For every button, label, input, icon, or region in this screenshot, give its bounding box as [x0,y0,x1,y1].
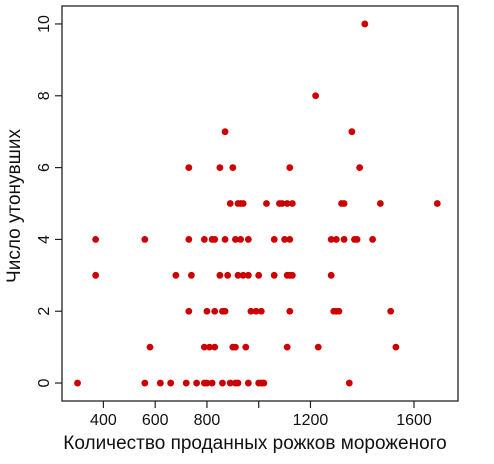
data-points [74,20,441,387]
data-point [283,343,291,351]
data-point [288,200,296,207]
data-point [156,379,164,387]
y-tick-label: 8 [36,91,53,100]
data-point [312,92,320,100]
data-point [237,236,244,243]
data-point [242,343,250,351]
data-point [229,164,237,171]
x-axis: 400 600 800 1200 1600 [90,401,432,429]
data-point [387,307,395,315]
data-point [288,271,296,279]
data-point [200,236,208,243]
data-point [92,236,100,243]
data-point [392,343,400,351]
data-point [224,271,232,279]
data-point [185,236,193,243]
data-point [356,164,364,171]
data-point [270,236,278,243]
x-tick-label: 1200 [293,412,329,429]
data-point [188,271,195,279]
data-point [348,128,356,136]
data-point [340,200,348,207]
data-point [185,307,193,315]
data-point [232,343,239,351]
data-point [216,164,224,171]
data-point [221,307,229,315]
data-point [172,271,180,279]
data-point [203,379,211,387]
data-point [353,236,361,243]
data-point [221,128,229,136]
data-point [208,379,216,387]
data-point [286,236,294,243]
data-point [376,200,384,207]
data-point [283,200,291,207]
y-axis-label: Число утонувших [4,129,25,283]
data-point [74,379,81,387]
data-point [206,343,213,351]
data-point [234,271,242,279]
data-point [257,307,265,315]
data-point [167,379,175,387]
data-point [433,200,441,207]
data-point [247,307,255,315]
data-point [335,307,343,315]
data-point [327,271,335,279]
x-tick-label: 400 [90,412,117,429]
data-point [286,164,294,171]
data-point [219,379,226,387]
y-tick-label: 4 [36,235,53,244]
data-point [185,164,193,171]
data-point [200,343,208,351]
x-tick-label: 600 [142,412,169,429]
plot-frame [61,5,459,402]
data-point [244,379,252,387]
data-point [252,307,260,315]
x-tick-label: 800 [194,412,221,429]
data-point [141,379,149,387]
data-point [211,343,219,351]
data-point [260,379,268,387]
data-point [270,271,278,279]
data-point [141,236,149,243]
y-tick-label: 10 [36,15,53,33]
data-point [221,236,229,243]
data-point [332,236,340,243]
data-point [255,271,263,279]
data-point [232,236,239,243]
data-point [244,236,252,243]
data-point [193,379,200,387]
x-tick-label: 1600 [396,412,432,429]
x-axis-label: Количество проданных рожков мороженого [63,433,446,454]
data-point [340,236,348,243]
data-point [239,271,247,279]
data-point [361,20,369,28]
data-point [226,379,234,387]
data-point [226,200,234,207]
data-point [146,343,154,351]
data-point [92,271,100,279]
data-point [211,236,219,243]
y-axis: 0 2 4 6 8 10 [36,15,62,387]
data-point [327,236,335,243]
y-tick-label: 2 [36,307,53,316]
data-point [244,271,252,279]
data-point [314,343,322,351]
data-point [239,200,247,207]
data-point [234,379,242,387]
data-point [369,236,376,243]
data-point [263,200,270,207]
y-tick-label: 0 [36,378,53,387]
data-point [286,307,294,315]
data-point [216,271,224,279]
data-point [182,379,190,387]
data-point [281,236,288,243]
y-tick-label: 6 [36,163,53,172]
data-point [345,379,353,387]
data-point [203,307,211,315]
data-point [211,307,219,315]
data-point [278,200,286,207]
